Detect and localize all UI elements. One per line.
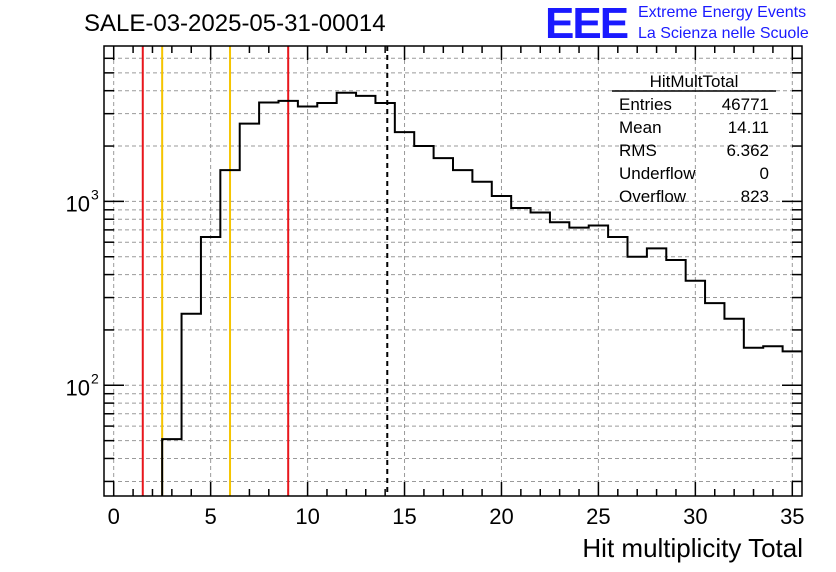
x-tick-label: 30 [683, 504, 707, 529]
stats-label-entries: Entries [619, 95, 672, 114]
stats-value-underflow: 0 [760, 164, 769, 183]
x-tick-label: 25 [586, 504, 610, 529]
stats-value-rms: 6.362 [726, 141, 769, 160]
grid-lines [104, 46, 802, 496]
x-tick-label: 5 [205, 504, 217, 529]
stats-value-mean: 14.11 [728, 118, 769, 137]
stats-title: HitMultTotal [650, 72, 739, 91]
eee-logo: EEE [545, 0, 629, 48]
histogram-line [161, 91, 802, 496]
x-tick-label: 10 [295, 504, 319, 529]
minor-ticks [104, 46, 802, 496]
stats-label-overflow: Overflow [619, 187, 687, 206]
x-tick-labels: 0 5 10 15 20 25 30 35 [108, 504, 805, 529]
logo-line-2: La Scienza nelle Scuole [638, 25, 809, 42]
stats-box: HitMultTotal Entries 46771 Mean 14.11 RM… [612, 72, 776, 206]
x-tick-label: 20 [489, 504, 513, 529]
x-axis-label: Hit multiplicity Total [582, 533, 803, 563]
stats-label-rms: RMS [619, 141, 657, 160]
marker-lines [141, 46, 389, 496]
y-tick-exponent: 3 [91, 186, 99, 202]
stats-value-entries: 46771 [722, 95, 769, 114]
plot-frame [103, 45, 803, 497]
y-tick-exponent: 2 [91, 370, 99, 386]
x-tick-label: 0 [108, 504, 120, 529]
x-tick-label: 35 [780, 504, 804, 529]
chart-title: SALE-03-2025-05-31-00014 [84, 10, 386, 37]
stats-value-overflow: 823 [741, 187, 769, 206]
x-tick-label: 15 [392, 504, 416, 529]
y-tick-label: 10 [66, 375, 90, 400]
stats-label-underflow: Underflow [619, 164, 696, 183]
y-tick-label: 10 [66, 191, 90, 216]
stats-label-mean: Mean [619, 118, 662, 137]
logo-line-1: Extreme Energy Events [638, 4, 807, 21]
